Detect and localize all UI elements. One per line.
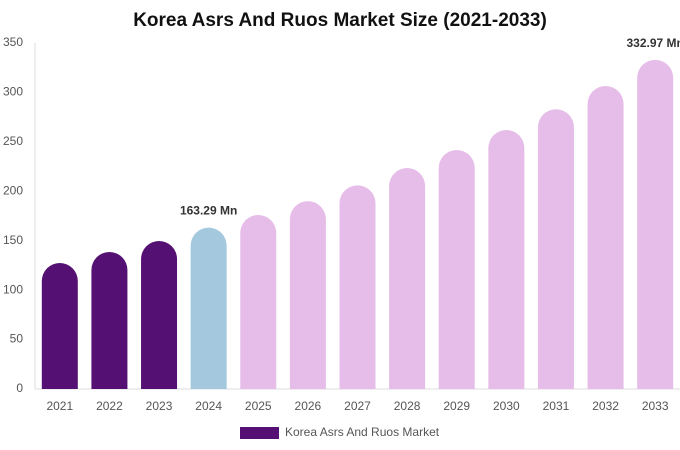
y-tick-label: 300 [3,85,23,99]
legend-swatch [240,427,279,439]
x-tick-label: 2022 [96,399,123,413]
x-tick-label: 2023 [146,399,173,413]
x-tick-label: 2021 [46,399,73,413]
bar [339,185,376,389]
bar [289,201,326,389]
y-tick-label: 150 [3,233,23,247]
y-tick-label: 100 [3,282,23,296]
chart-title: Korea Asrs And Ruos Market Size (2021-20… [133,10,547,31]
x-tick-label: 2029 [443,399,470,413]
y-tick-label: 250 [3,134,23,148]
x-tick-label: 2025 [245,399,272,413]
x-tick-label: 2033 [642,399,669,413]
bar [389,168,426,389]
y-tick-label: 200 [3,183,23,197]
x-tick-label: 2031 [543,399,570,413]
bar [488,130,525,389]
bar [537,109,574,390]
x-tick-label: 2027 [344,399,371,413]
bar [91,251,128,389]
x-tick-label: 2030 [493,399,520,413]
y-tick-label: 350 [3,35,23,49]
x-tick-label: 2026 [295,399,322,413]
value-label: 332.97 Mn [627,36,680,50]
x-tick-label: 2032 [592,399,619,413]
y-tick-label: 0 [16,381,23,395]
bar [141,241,178,389]
bar [438,149,475,389]
bar [190,227,227,389]
y-tick-label: 50 [10,332,24,346]
value-label: 163.29 Mn [180,204,237,218]
x-tick-label: 2024 [195,399,222,413]
legend-label: Korea Asrs And Ruos Market [285,425,440,439]
bar [637,59,674,389]
bar [41,262,78,389]
x-tick-label: 2028 [394,399,421,413]
bar [240,215,277,389]
bar [587,86,624,389]
